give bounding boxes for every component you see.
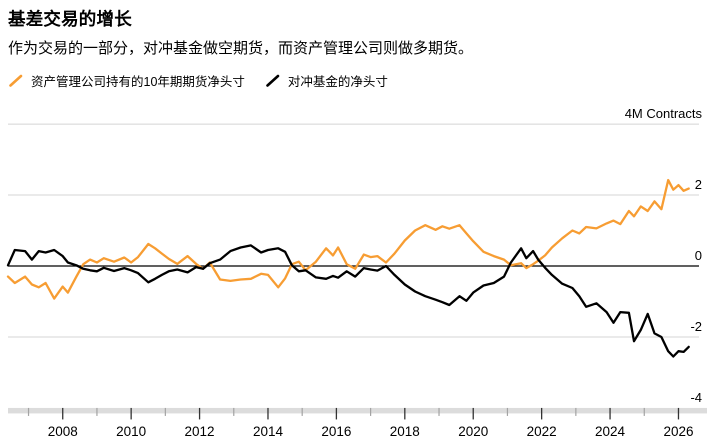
legend: 资产管理公司持有的10年期期货净头寸 对冲基金的净头寸: [8, 71, 388, 90]
x-axis-band: [8, 407, 707, 414]
x-tick-label: 2018: [390, 424, 420, 439]
y-tick-label: 2: [695, 177, 702, 192]
asset-managers-slash-icon: [9, 74, 23, 87]
slash-line: [9, 74, 23, 87]
x-tick-label: 2012: [185, 424, 215, 439]
legend-label-hedge-funds: 对冲基金的净头寸: [287, 75, 388, 89]
hedge-funds-line: [6, 244, 690, 358]
chart-subtitle: 作为交易的一部分，对冲基金做空期货，而资产管理公司则做多期货。: [8, 40, 474, 57]
x-tick-label: 2020: [458, 424, 488, 439]
x-tick-label: 2026: [663, 424, 693, 439]
x-tick-label: 2016: [321, 424, 351, 439]
legend-item-hedge-funds: 对冲基金的净头寸: [265, 71, 388, 90]
page-title: 基差交易的增长: [8, 9, 132, 29]
unit-label: 4M Contracts: [625, 106, 703, 121]
y-tick-label: -2: [690, 319, 702, 334]
y-tick-label: -4: [690, 390, 702, 405]
x-tick-label: 2008: [48, 424, 78, 439]
x-tick-label: 2022: [527, 424, 557, 439]
slash-line: [266, 74, 280, 87]
legend-item-asset-managers: 资产管理公司持有的10年期期货净头寸: [8, 71, 245, 90]
asset-managers-line: [6, 178, 690, 300]
x-tick-label: 2014: [253, 424, 284, 439]
y-tick-label: 0: [695, 248, 702, 263]
x-tick-label: 2010: [116, 424, 146, 439]
hedge-funds-slash-icon: [266, 74, 280, 87]
legend-label-asset-managers: 资产管理公司持有的10年期期货净头寸: [31, 75, 245, 89]
x-tick-label: 2024: [595, 424, 626, 439]
